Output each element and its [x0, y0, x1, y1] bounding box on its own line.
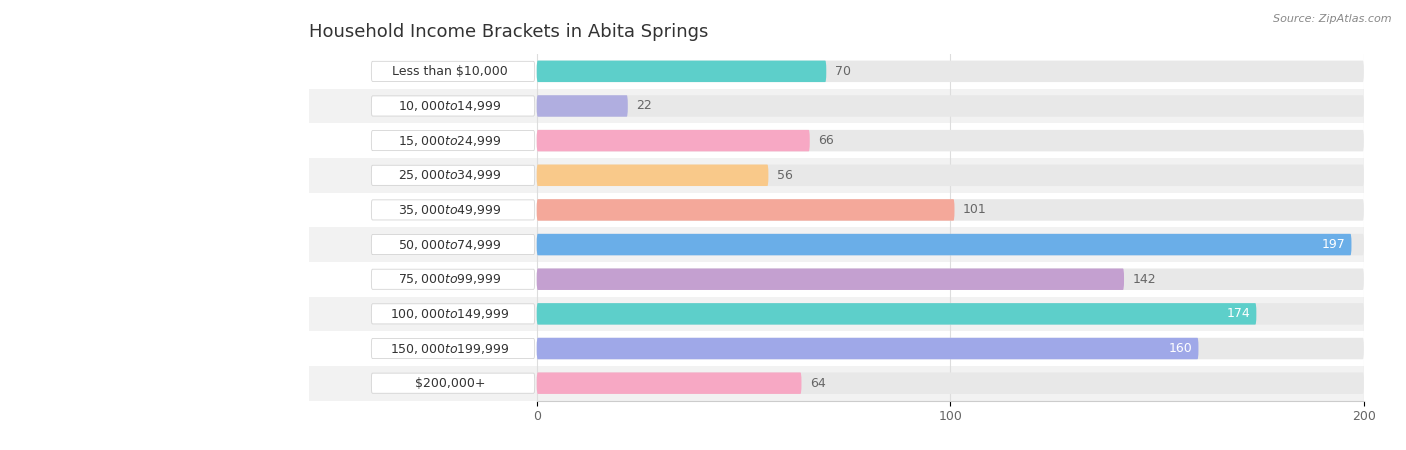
Text: 197: 197 — [1322, 238, 1346, 251]
FancyBboxPatch shape — [537, 130, 810, 151]
FancyBboxPatch shape — [537, 303, 1257, 324]
Text: Source: ZipAtlas.com: Source: ZipAtlas.com — [1274, 14, 1392, 23]
FancyBboxPatch shape — [537, 338, 1364, 359]
FancyBboxPatch shape — [309, 193, 1364, 227]
FancyBboxPatch shape — [309, 54, 1364, 89]
FancyBboxPatch shape — [537, 269, 1364, 290]
Text: 101: 101 — [963, 203, 987, 216]
FancyBboxPatch shape — [309, 89, 1364, 123]
Text: $75,000 to $99,999: $75,000 to $99,999 — [398, 272, 502, 286]
FancyBboxPatch shape — [537, 234, 1364, 255]
FancyBboxPatch shape — [309, 297, 1364, 331]
Text: Household Income Brackets in Abita Springs: Household Income Brackets in Abita Sprin… — [309, 23, 709, 41]
Text: 56: 56 — [776, 169, 793, 182]
Text: $35,000 to $49,999: $35,000 to $49,999 — [398, 203, 502, 217]
FancyBboxPatch shape — [537, 61, 827, 82]
FancyBboxPatch shape — [371, 338, 534, 359]
FancyBboxPatch shape — [371, 269, 534, 289]
FancyBboxPatch shape — [537, 373, 1364, 394]
FancyBboxPatch shape — [537, 61, 1364, 82]
FancyBboxPatch shape — [537, 165, 768, 186]
Text: $10,000 to $14,999: $10,000 to $14,999 — [398, 99, 502, 113]
FancyBboxPatch shape — [309, 123, 1364, 158]
FancyBboxPatch shape — [537, 199, 1364, 220]
FancyBboxPatch shape — [537, 95, 1364, 117]
Text: 22: 22 — [636, 99, 652, 112]
FancyBboxPatch shape — [371, 61, 534, 81]
FancyBboxPatch shape — [309, 227, 1364, 262]
FancyBboxPatch shape — [371, 304, 534, 324]
Text: 64: 64 — [810, 377, 825, 390]
Text: Less than $10,000: Less than $10,000 — [392, 65, 508, 78]
FancyBboxPatch shape — [371, 373, 534, 393]
FancyBboxPatch shape — [537, 269, 1123, 290]
Text: $50,000 to $74,999: $50,000 to $74,999 — [398, 238, 502, 252]
FancyBboxPatch shape — [371, 234, 534, 255]
FancyBboxPatch shape — [371, 165, 534, 185]
FancyBboxPatch shape — [371, 96, 534, 116]
Text: 70: 70 — [835, 65, 851, 78]
Text: $100,000 to $149,999: $100,000 to $149,999 — [391, 307, 509, 321]
Text: $25,000 to $34,999: $25,000 to $34,999 — [398, 168, 502, 182]
Text: 160: 160 — [1168, 342, 1192, 355]
FancyBboxPatch shape — [537, 338, 1198, 359]
FancyBboxPatch shape — [371, 130, 534, 151]
FancyBboxPatch shape — [537, 95, 627, 117]
FancyBboxPatch shape — [537, 303, 1364, 324]
FancyBboxPatch shape — [309, 366, 1364, 400]
FancyBboxPatch shape — [309, 331, 1364, 366]
FancyBboxPatch shape — [309, 262, 1364, 297]
Text: 174: 174 — [1226, 307, 1250, 320]
Text: $200,000+: $200,000+ — [415, 377, 485, 390]
FancyBboxPatch shape — [537, 199, 955, 220]
Text: $15,000 to $24,999: $15,000 to $24,999 — [398, 134, 502, 148]
Text: $150,000 to $199,999: $150,000 to $199,999 — [391, 342, 509, 356]
FancyBboxPatch shape — [537, 234, 1351, 255]
FancyBboxPatch shape — [537, 373, 801, 394]
Text: 142: 142 — [1132, 273, 1156, 286]
FancyBboxPatch shape — [537, 130, 1364, 151]
FancyBboxPatch shape — [309, 158, 1364, 193]
FancyBboxPatch shape — [371, 200, 534, 220]
Text: 66: 66 — [818, 134, 834, 147]
FancyBboxPatch shape — [537, 165, 1364, 186]
